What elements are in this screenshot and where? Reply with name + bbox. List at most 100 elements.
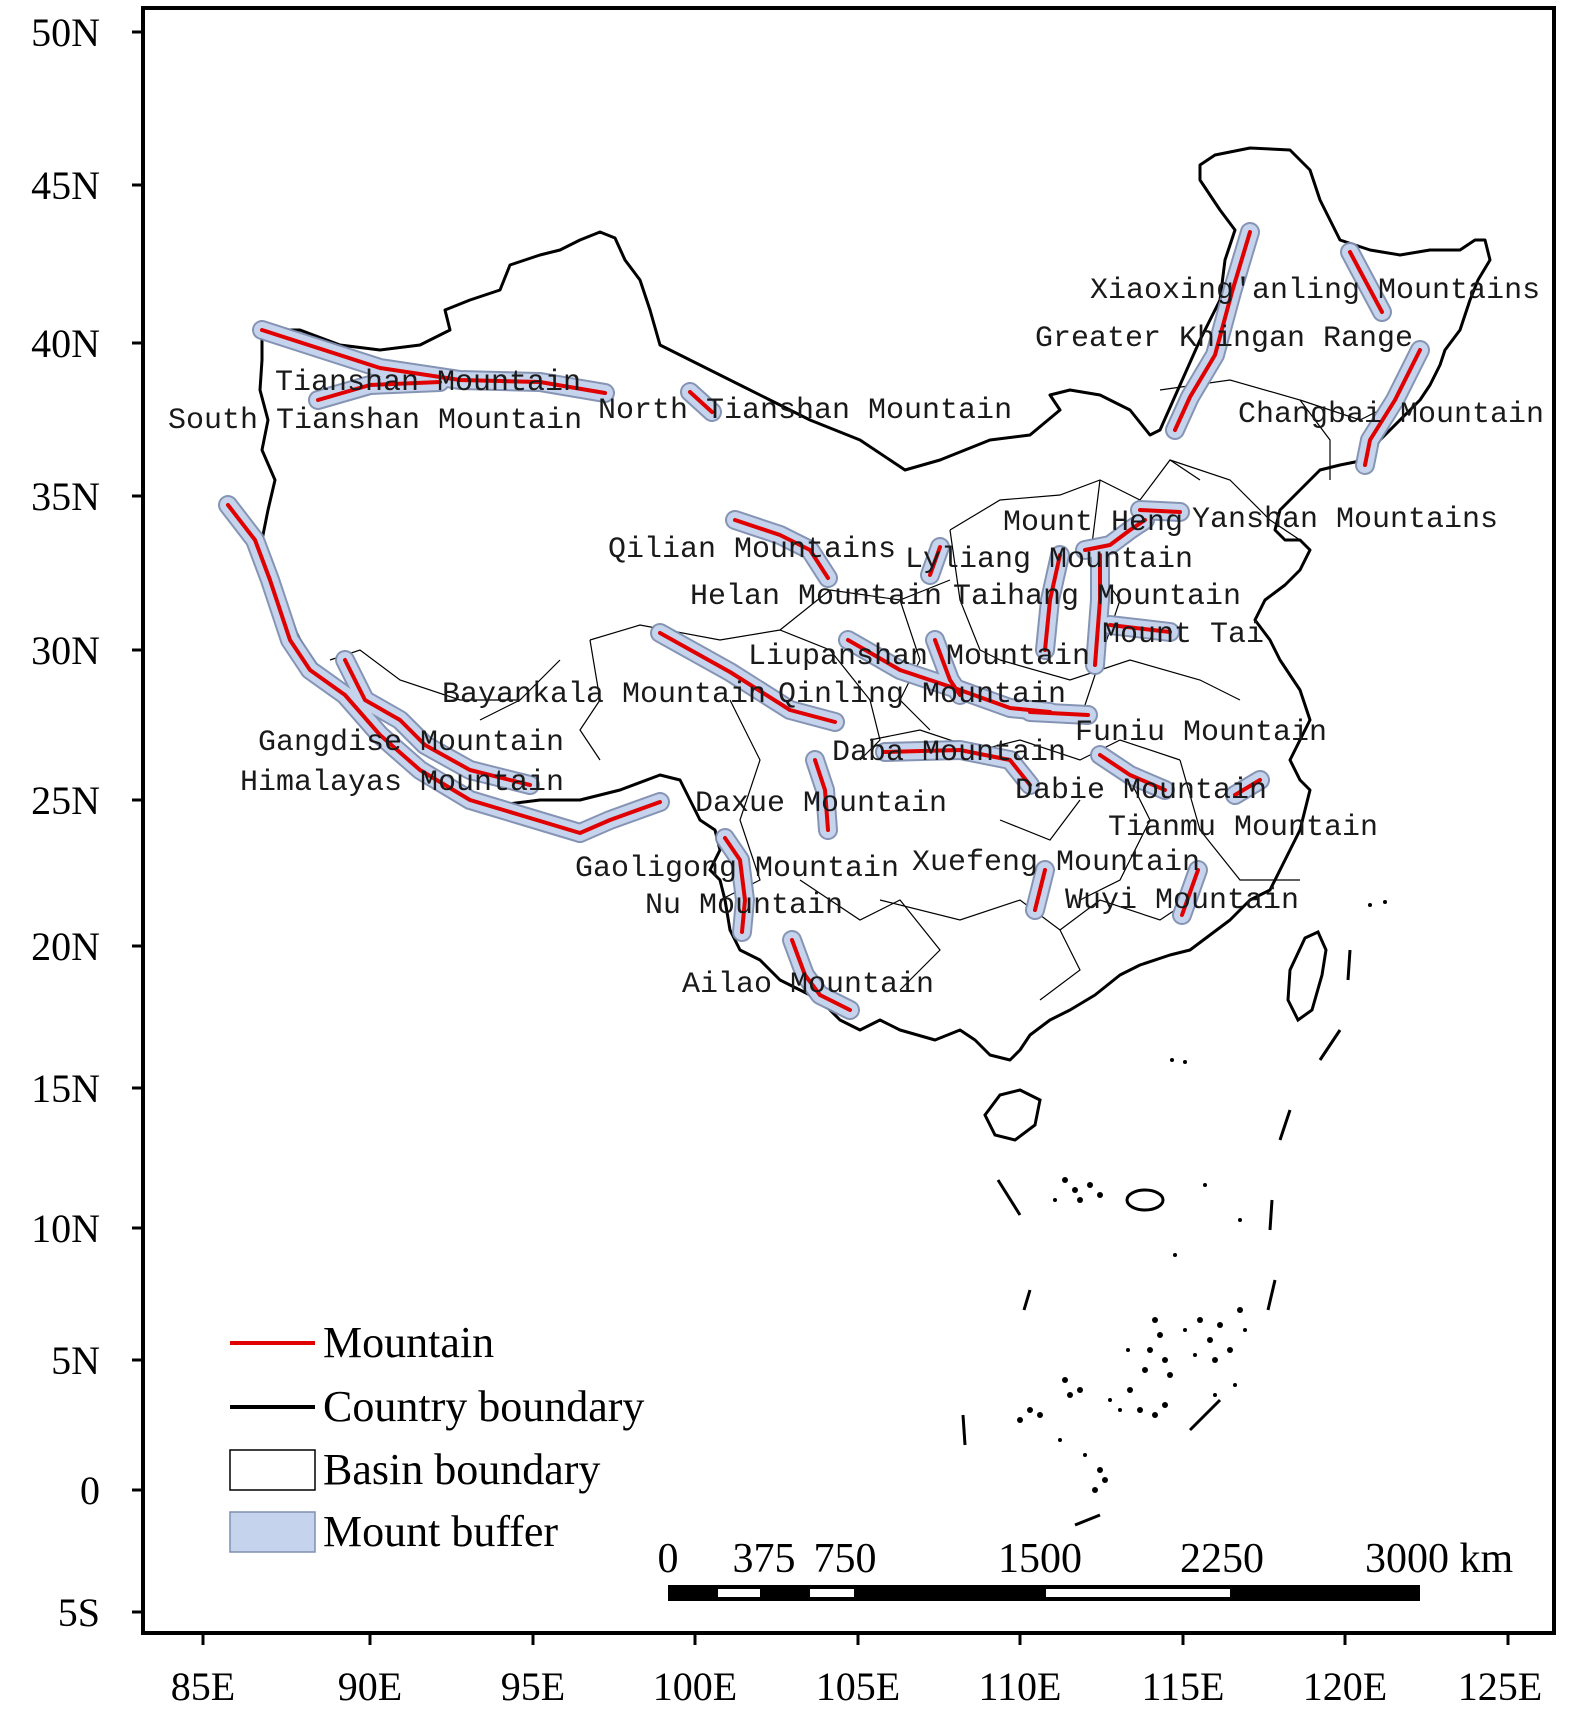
mountain-label: Dabie Mountain — [1015, 774, 1267, 808]
mountain-line-bayankala — [658, 631, 837, 724]
legend-label: Mount buffer — [323, 1507, 558, 1556]
x-tick-label: 85E — [171, 1664, 235, 1709]
mountain-label: Daba Mountain — [832, 736, 1066, 770]
scale-end-label: 3000 km — [1365, 1536, 1514, 1582]
mountain-line-south-tianshan — [316, 380, 442, 402]
y-tick-label: 40N — [31, 321, 100, 366]
mountain-label: Nu Mountain — [645, 889, 843, 923]
map-frame — [141, 6, 1556, 1635]
mountain-line-yanshan — [1138, 508, 1182, 514]
mountain-label: Ailao Mountain — [682, 968, 934, 1002]
scale-tick-label: 0 — [658, 1536, 679, 1582]
y-tick-label: 50N — [31, 10, 100, 55]
y-tick-label: 35N — [31, 474, 100, 519]
mountain-label: Xiaoxing'anling Mountains — [1090, 274, 1540, 308]
mountain-line-himalayas — [226, 503, 662, 835]
scale-bar: 0 375 750 1500 2250 3000 km — [658, 1536, 1514, 1601]
mountain-label: Tianshan Mountain — [275, 366, 581, 400]
mountain-label: Gangdise Mountain — [258, 726, 564, 760]
island-taiwan — [1286, 930, 1328, 1023]
x-tick-label: 110E — [979, 1664, 1062, 1709]
mountain-line-funiu — [1028, 710, 1090, 717]
mountain-label: South Tianshan Mountain — [168, 404, 582, 438]
mountain-line-qilian — [733, 518, 830, 580]
mountain-line-daxue — [813, 758, 830, 832]
mountain-line-taihang — [1093, 553, 1102, 667]
mountain-line-north-tianshan — [688, 390, 714, 414]
x-axis — [201, 1633, 1510, 1645]
island-hainan — [983, 1088, 1042, 1142]
y-tick-label: 0 — [80, 1468, 100, 1513]
x-tick-label: 90E — [338, 1664, 402, 1709]
mountain-label: Lyliang Mountain — [905, 543, 1193, 577]
mountain-label: Qilian Mountains — [608, 533, 896, 567]
mountain-label: North Tianshan Mountain — [598, 394, 1012, 428]
scale-bar-frame — [668, 1585, 1420, 1601]
scale-tick-label: 2250 — [1180, 1536, 1264, 1582]
mountain-line-liupanshan — [933, 638, 962, 697]
mountain-label: Funiu Mountain — [1075, 716, 1327, 750]
legend-symbol-basin-boundary — [229, 1449, 316, 1491]
mountain-label: Himalayas Mountain — [240, 766, 564, 800]
mountain-line-tianmu — [1233, 778, 1262, 797]
scale-tick-label: 1500 — [998, 1536, 1082, 1582]
mountain-label: Helan Mountain — [690, 580, 942, 614]
x-tick-label: 105E — [816, 1664, 900, 1709]
mountain-label: Qinling Mountain — [778, 678, 1066, 712]
mountain-line-mount-tai — [1108, 623, 1172, 634]
mountain-line-qinling — [846, 638, 1052, 714]
mountain-label: Tianmu Mountain — [1108, 811, 1378, 845]
mountain-label: Bayankala Mountain — [442, 678, 766, 712]
mountain-line-tianshan — [260, 328, 607, 395]
mountain-label: Taihang Mountain — [953, 580, 1241, 614]
mountain-line-xuefeng — [1033, 868, 1047, 912]
x-tick-label: 120E — [1303, 1664, 1387, 1709]
y-tick-label: 5N — [51, 1338, 100, 1383]
mountain-label: Changbai Mountain — [1238, 398, 1544, 432]
mountain-label: Mount Tai — [1102, 618, 1264, 652]
mountain-label: Xuefeng Mountain — [912, 846, 1200, 880]
mountain-line-ailao — [790, 938, 852, 1012]
legend-label: Mountain — [323, 1318, 494, 1367]
mountain-line-gangdise — [343, 658, 532, 787]
legend-label: Basin boundary — [323, 1445, 600, 1494]
legend-label: Country boundary — [323, 1382, 644, 1431]
mountain-line-lyliang — [1043, 553, 1062, 652]
mountain-label: Yanshan Mountains — [1192, 503, 1498, 537]
mountain-label: Greater Khingan Range — [1035, 322, 1413, 356]
mountain-lines — [226, 230, 1422, 1012]
mountain-line-changbai — [1363, 348, 1422, 467]
y-axis — [132, 30, 143, 1614]
mountain-line-greater-khingan — [1173, 230, 1252, 432]
mountain-line-daba — [883, 748, 1032, 787]
y-tick-label: 25N — [31, 778, 100, 823]
mountain-label: Daxue Mountain — [695, 787, 947, 821]
mountain-line-xiaoxinganling — [1348, 250, 1384, 314]
x-tick-label: 95E — [501, 1664, 565, 1709]
south-china-sea-islands — [961, 949, 1352, 1527]
x-tick-label: 115E — [1142, 1664, 1225, 1709]
mountain-line-mount-heng — [1083, 518, 1147, 552]
y-tick-label: 45N — [31, 163, 100, 208]
mountain-line-helan — [928, 545, 942, 577]
mountain-label: Mount Heng — [1003, 506, 1183, 540]
y-tick-label: 5S — [58, 1590, 100, 1635]
y-tick-label: 15N — [31, 1066, 100, 1111]
y-tick-label: 10N — [31, 1206, 100, 1251]
legend: Mountain Country boundary Basin boundary… — [229, 1318, 644, 1556]
y-tick-label: 20N — [31, 924, 100, 969]
mountain-line-wuyi — [1180, 868, 1200, 917]
mountain-line-dabie — [1098, 753, 1167, 792]
island-dots — [1017, 900, 1387, 1493]
y-tick-label: 30N — [31, 628, 100, 673]
mountain-line-gaoligong — [723, 836, 747, 934]
mountain-label: Gaoligong Mountain — [575, 852, 899, 886]
scale-tick-label: 375 — [733, 1536, 796, 1582]
mountain-label: Wuyi Mountain — [1065, 884, 1299, 918]
legend-symbol-mount-buffer — [229, 1511, 316, 1553]
country-boundary — [258, 146, 1492, 1062]
x-tick-label: 100E — [653, 1664, 737, 1709]
scale-tick-label: 750 — [814, 1536, 877, 1582]
mountain-label: Liupanshan Mountain — [748, 640, 1090, 674]
